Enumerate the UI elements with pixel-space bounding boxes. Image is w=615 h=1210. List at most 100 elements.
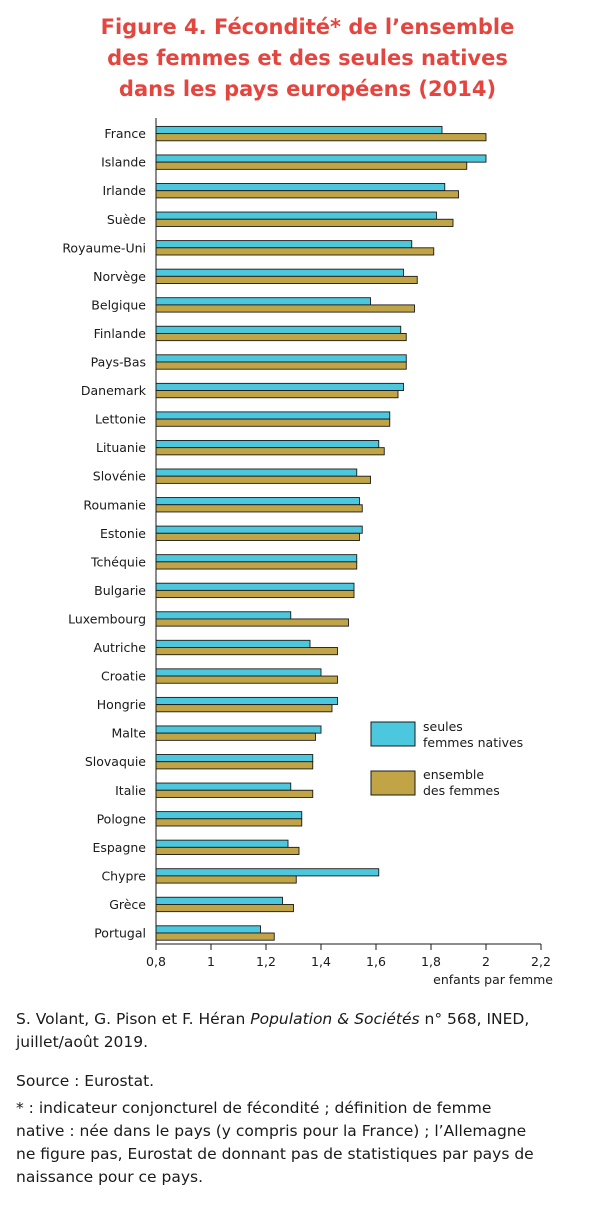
bar-ensemble-bulgarie (155, 589, 355, 599)
footnote-line-2: native : née dans le pays (y compris pou… (16, 1122, 527, 1140)
footnote-line-3: ne figure pas, Eurostat de donnant pas d… (16, 1145, 534, 1163)
chart-title: Figure 4. Fécondité* de l’ensemble des f… (0, 12, 615, 105)
citation-authors: S. Volant, G. Pison et F. Héran (16, 1010, 251, 1028)
bar-ensemble-tchequie (155, 561, 358, 570)
category-label-lettonie: Lettonie (95, 412, 146, 427)
category-label-italie: Italie (115, 783, 146, 798)
bar-ensemble-lituanie (155, 447, 385, 456)
bar-ensemble-estonie (155, 532, 360, 541)
category-label-hongrie: Hongrie (97, 697, 147, 712)
bar-ensemble-malte (155, 732, 316, 741)
bar-ensemble-slovaquie (155, 761, 314, 770)
bar-natives-estonie (155, 525, 363, 534)
category-label-pays-bas: Pays-Bas (91, 355, 146, 370)
bar-natives-portugal (155, 925, 261, 934)
bar-ensemble-croatie (155, 675, 338, 684)
bar-natives-autriche (155, 639, 311, 648)
bar-natives-tchequie (155, 554, 358, 563)
bars-group (155, 125, 487, 941)
bar-ensemble-pologne (155, 818, 303, 827)
category-label-chypre: Chypre (101, 868, 146, 883)
footnote-line-4: naissance pour ce pays. (16, 1168, 204, 1186)
bar-natives-espagne (155, 839, 289, 848)
x-tick-label: 1 (207, 954, 215, 969)
bar-ensemble-slovenie (155, 475, 371, 484)
bar-ensemble-luxembourg (155, 618, 349, 627)
bar-ensemble-grece (155, 904, 294, 913)
category-label-portugal: Portugal (94, 926, 146, 941)
x-tick-label: 2,2 (531, 954, 551, 969)
x-axis-label: enfants par femme (433, 972, 553, 987)
footnote: * : indicateur conjoncturel de fécondité… (16, 1097, 606, 1189)
category-label-grece: Grèce (109, 897, 146, 912)
category-label-islande: Islande (101, 155, 146, 170)
bar-ensemble-royaume-uni (155, 247, 435, 256)
category-label-norvege: Norvège (93, 269, 146, 284)
x-tick-label: 2 (482, 954, 490, 969)
bar-ensemble-norvege (155, 275, 418, 285)
x-tick-label: 1,2 (256, 954, 276, 969)
bar-natives-croatie (155, 668, 322, 677)
category-label-royaume-uni: Royaume-Uni (62, 240, 146, 255)
bar-natives-italie (155, 782, 292, 791)
bar-ensemble-lettonie (155, 418, 391, 427)
category-label-bulgarie: Bulgarie (94, 583, 146, 598)
bar-natives-pays-bas (155, 354, 407, 363)
bar-natives-luxembourg (155, 611, 292, 620)
bar-natives-islande (155, 154, 487, 163)
bar-ensemble-finlande (155, 333, 407, 342)
bar-natives-belgique (155, 297, 371, 306)
bar-natives-slovaquie (155, 754, 314, 763)
category-label-espagne: Espagne (92, 840, 146, 855)
bar-natives-suede (155, 211, 437, 220)
bar-natives-grece (155, 896, 283, 905)
bar-natives-irlande (155, 183, 446, 192)
bar-ensemble-espagne (155, 846, 300, 855)
source-text: Source : Eurostat. (16, 1072, 155, 1090)
bar-ensemble-pays-bas (155, 361, 407, 370)
title-line-3: dans les pays européens (2014) (118, 77, 497, 101)
legend-natives-label: seules (423, 719, 463, 734)
bar-ensemble-roumanie (155, 504, 363, 513)
category-label-slovaquie: Slovaquie (85, 754, 146, 769)
category-label-croatie: Croatie (101, 669, 146, 684)
bar-natives-slovenie (155, 468, 358, 477)
category-label-belgique: Belgique (91, 297, 146, 312)
category-label-france: France (104, 126, 146, 141)
bar-natives-finlande (155, 325, 402, 334)
category-label-pologne: Pologne (97, 811, 147, 826)
x-tick-label: 1,4 (311, 954, 331, 969)
bar-ensemble-portugal (155, 932, 275, 941)
x-tick-label: 1,6 (366, 954, 386, 969)
footnote-line-1: * : indicateur conjoncturel de fécondité… (16, 1099, 492, 1117)
x-tick-label: 1,8 (421, 954, 441, 969)
bar-natives-hongrie (155, 696, 338, 706)
bar-natives-bulgarie (155, 582, 355, 591)
citation: S. Volant, G. Pison et F. Héran Populati… (16, 1008, 606, 1054)
category-label-irlande: Irlande (102, 183, 146, 198)
category-label-danemark: Danemark (81, 383, 147, 398)
category-label-autriche: Autriche (94, 640, 147, 655)
bar-ensemble-danemark (155, 390, 399, 399)
bar-ensemble-belgique (155, 304, 415, 313)
x-axis: 0,8 1 1,2 1,4 1,6 1,8 2 2,2 enfants par femme (146, 118, 553, 987)
legend-natives-swatch (370, 721, 416, 747)
bar-ensemble-hongrie (155, 704, 333, 713)
bar-natives-france (155, 125, 443, 135)
title-line-1: Figure 4. Fécondité* de l’ensemble (100, 15, 515, 39)
legend-ensemble-label: des femmes (423, 783, 500, 798)
category-label-lituanie: Lituanie (96, 440, 146, 455)
citation-line2: juillet/août 2019. (16, 1033, 149, 1051)
category-label-estonie: Estonie (100, 526, 146, 541)
category-label-finlande: Finlande (94, 326, 147, 341)
category-label-tchequie: Tchéquie (90, 554, 146, 569)
category-labels: France Islande Irlande Suède Royaume-Uni Norv… (62, 126, 146, 940)
source-note: Source : Eurostat. (16, 1070, 606, 1093)
bar-natives-danemark (155, 382, 404, 392)
category-label-slovenie: Slovénie (93, 469, 147, 484)
legend-ensemble-swatch (370, 770, 416, 796)
bar-ensemble-chypre (155, 875, 297, 884)
category-label-suede: Suède (107, 212, 146, 227)
bar-ensemble-france (155, 133, 487, 142)
